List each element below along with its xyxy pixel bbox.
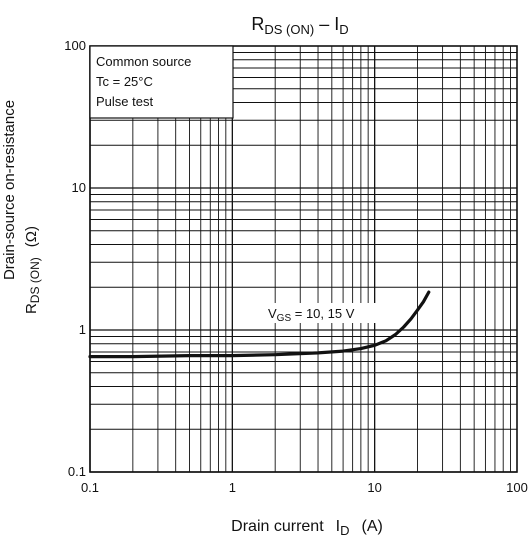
x-tick-label: 1 bbox=[229, 480, 236, 495]
y-tick-label: 0.1 bbox=[68, 464, 86, 479]
x-tick-label: 100 bbox=[506, 480, 528, 495]
plot-frame bbox=[89, 45, 518, 473]
svg-text:RDS (ON)(Ω): RDS (ON)(Ω) bbox=[23, 226, 42, 314]
y-axis-label-symbol: RDS (ON)(Ω) bbox=[23, 226, 42, 314]
y-tick-label: 100 bbox=[64, 38, 86, 53]
condition-pulse-test: Pulse test bbox=[96, 94, 153, 109]
y-tick-label: 10 bbox=[72, 180, 86, 195]
tick-labels: 0.1 1 10 100 0.1 1 10 100 bbox=[64, 38, 528, 495]
x-axis-label: Drain current ID (A) bbox=[231, 518, 383, 538]
chart-title: RDS (ON) – ID bbox=[251, 14, 348, 37]
conditions-box: Common source Tc = 25°C Pulse test bbox=[89, 45, 234, 119]
y-axis-label-line1: Drain-source on-resistance bbox=[1, 100, 18, 280]
y-tick-label: 1 bbox=[79, 322, 86, 337]
x-tick-label: 10 bbox=[367, 480, 381, 495]
condition-common-source: Common source bbox=[96, 54, 191, 69]
series-line-0 bbox=[88, 290, 431, 359]
series-label-vgs: VGS = 10, 15 V bbox=[266, 303, 384, 324]
svg-text:VGS = 10, 15 V: VGS = 10, 15 V bbox=[268, 306, 355, 324]
curves bbox=[88, 290, 431, 359]
x-tick-label: 0.1 bbox=[81, 480, 99, 495]
condition-temperature: Tc = 25°C bbox=[96, 74, 153, 89]
y-axis-label: Drain-source on-resistance bbox=[1, 100, 18, 280]
